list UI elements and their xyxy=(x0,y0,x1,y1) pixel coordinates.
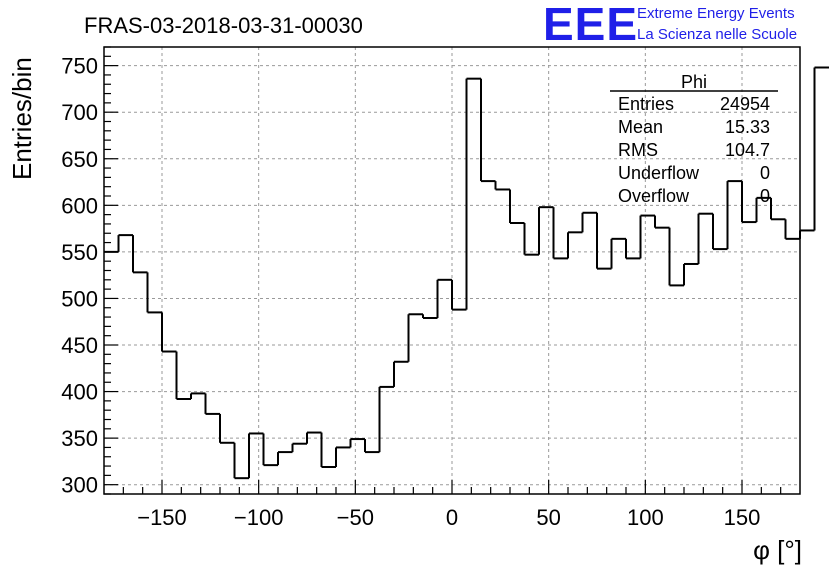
x-tick-label: −50 xyxy=(337,505,374,530)
stats-title: Phi xyxy=(681,72,707,92)
stats-value-mean: 15.33 xyxy=(725,117,770,137)
stats-value-rms: 104.7 xyxy=(725,140,770,160)
stats-value-entries: 24954 xyxy=(720,94,770,114)
stats-label-rms: RMS xyxy=(618,140,658,160)
y-axis-title: Entries/bin xyxy=(7,57,37,180)
y-tick-label: 750 xyxy=(61,54,98,79)
x-tick-label: 0 xyxy=(446,505,458,530)
stats-label-underflow: Underflow xyxy=(618,163,700,183)
y-tick-label: 350 xyxy=(61,426,98,451)
stats-label-entries: Entries xyxy=(618,94,674,114)
x-tick-label: 150 xyxy=(724,505,761,530)
y-tick-label: 700 xyxy=(61,100,98,125)
y-tick-label: 400 xyxy=(61,380,98,405)
eee-logo: EEE xyxy=(543,0,638,50)
chart-title: FRAS-03-2018-03-31-00030 xyxy=(84,13,363,38)
x-tick-label: −150 xyxy=(137,505,187,530)
x-tick-label: 50 xyxy=(536,505,560,530)
x-tick-label: 100 xyxy=(627,505,664,530)
logo-line-2: La Scienza nelle Scuole xyxy=(637,26,797,43)
y-tick-label: 300 xyxy=(61,473,98,498)
stats-label-mean: Mean xyxy=(618,117,663,137)
axes: −150 −100 −50 0 50 100 150 300 350 400 450 500 550 60… xyxy=(61,46,801,530)
stats-box: Phi Entries 24954 Mean 15.33 RMS 104.7 U… xyxy=(610,72,778,206)
y-tick-label: 650 xyxy=(61,147,98,172)
x-axis-title: φ [°] xyxy=(753,535,802,565)
y-tick-label: 550 xyxy=(61,240,98,265)
stats-value-underflow: 0 xyxy=(760,163,770,183)
y-tick-label: 450 xyxy=(61,333,98,358)
histogram-steps xyxy=(104,66,829,480)
grid-lines xyxy=(104,47,800,494)
stats-label-overflow: Overflow xyxy=(618,186,690,206)
logo-line-1: Extreme Energy Events xyxy=(637,5,795,22)
x-tick-label: −100 xyxy=(234,505,284,530)
y-tick-label: 500 xyxy=(61,286,98,311)
y-tick-label: 600 xyxy=(61,193,98,218)
stats-value-overflow: 0 xyxy=(760,186,770,206)
